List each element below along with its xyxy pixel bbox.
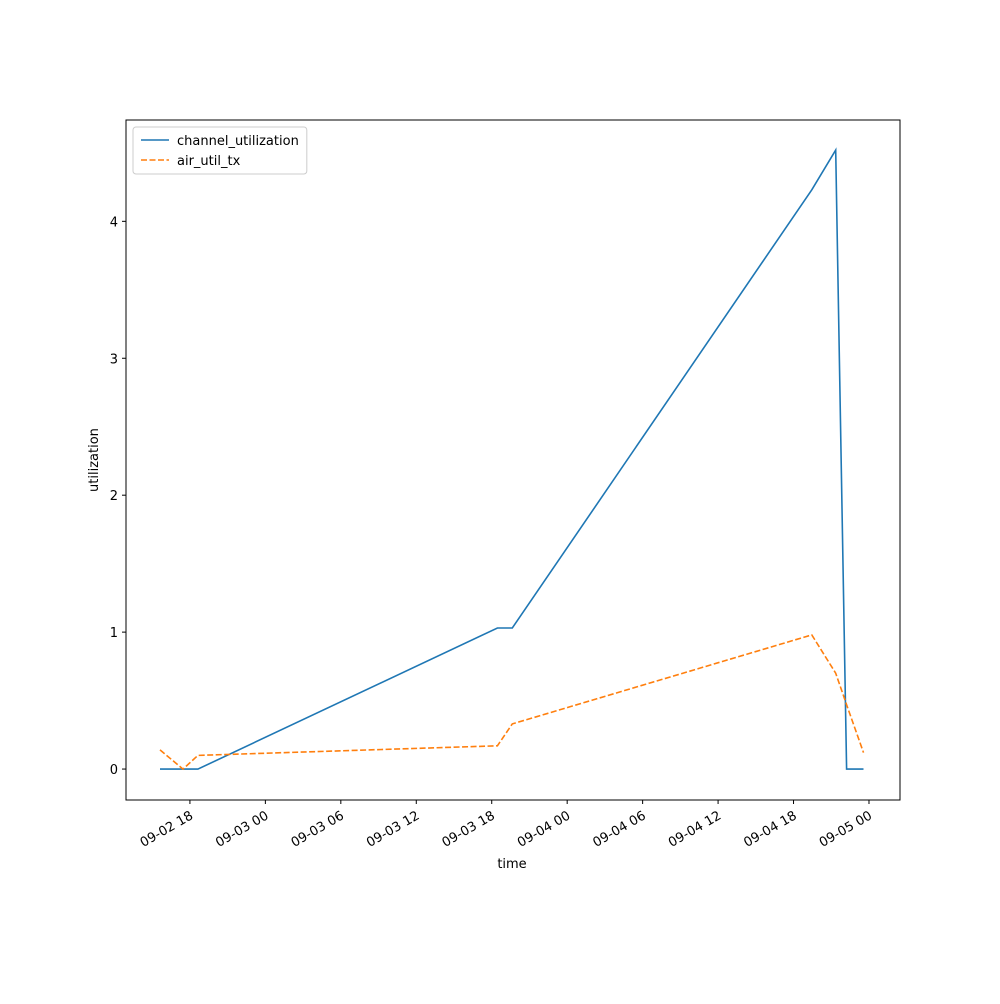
x-axis-label: time — [497, 857, 526, 872]
series-line — [160, 147, 864, 770]
y-tick-label: 3 — [110, 352, 118, 367]
legend-box — [132, 126, 308, 175]
plot-frame — [125, 119, 901, 801]
legend-label: air_util_tx — [177, 154, 241, 169]
y-axis-label: utilization — [87, 428, 102, 492]
series-line — [159, 633, 865, 771]
y-tick-label: 0 — [110, 763, 118, 778]
y-tick-label: 1 — [110, 626, 118, 641]
legend: channel_utilization air_util_tx — [132, 126, 308, 175]
y-tick-label: 2 — [110, 489, 118, 504]
y-tick-label: 4 — [110, 215, 118, 230]
legend-label: channel_utilization — [177, 134, 299, 149]
